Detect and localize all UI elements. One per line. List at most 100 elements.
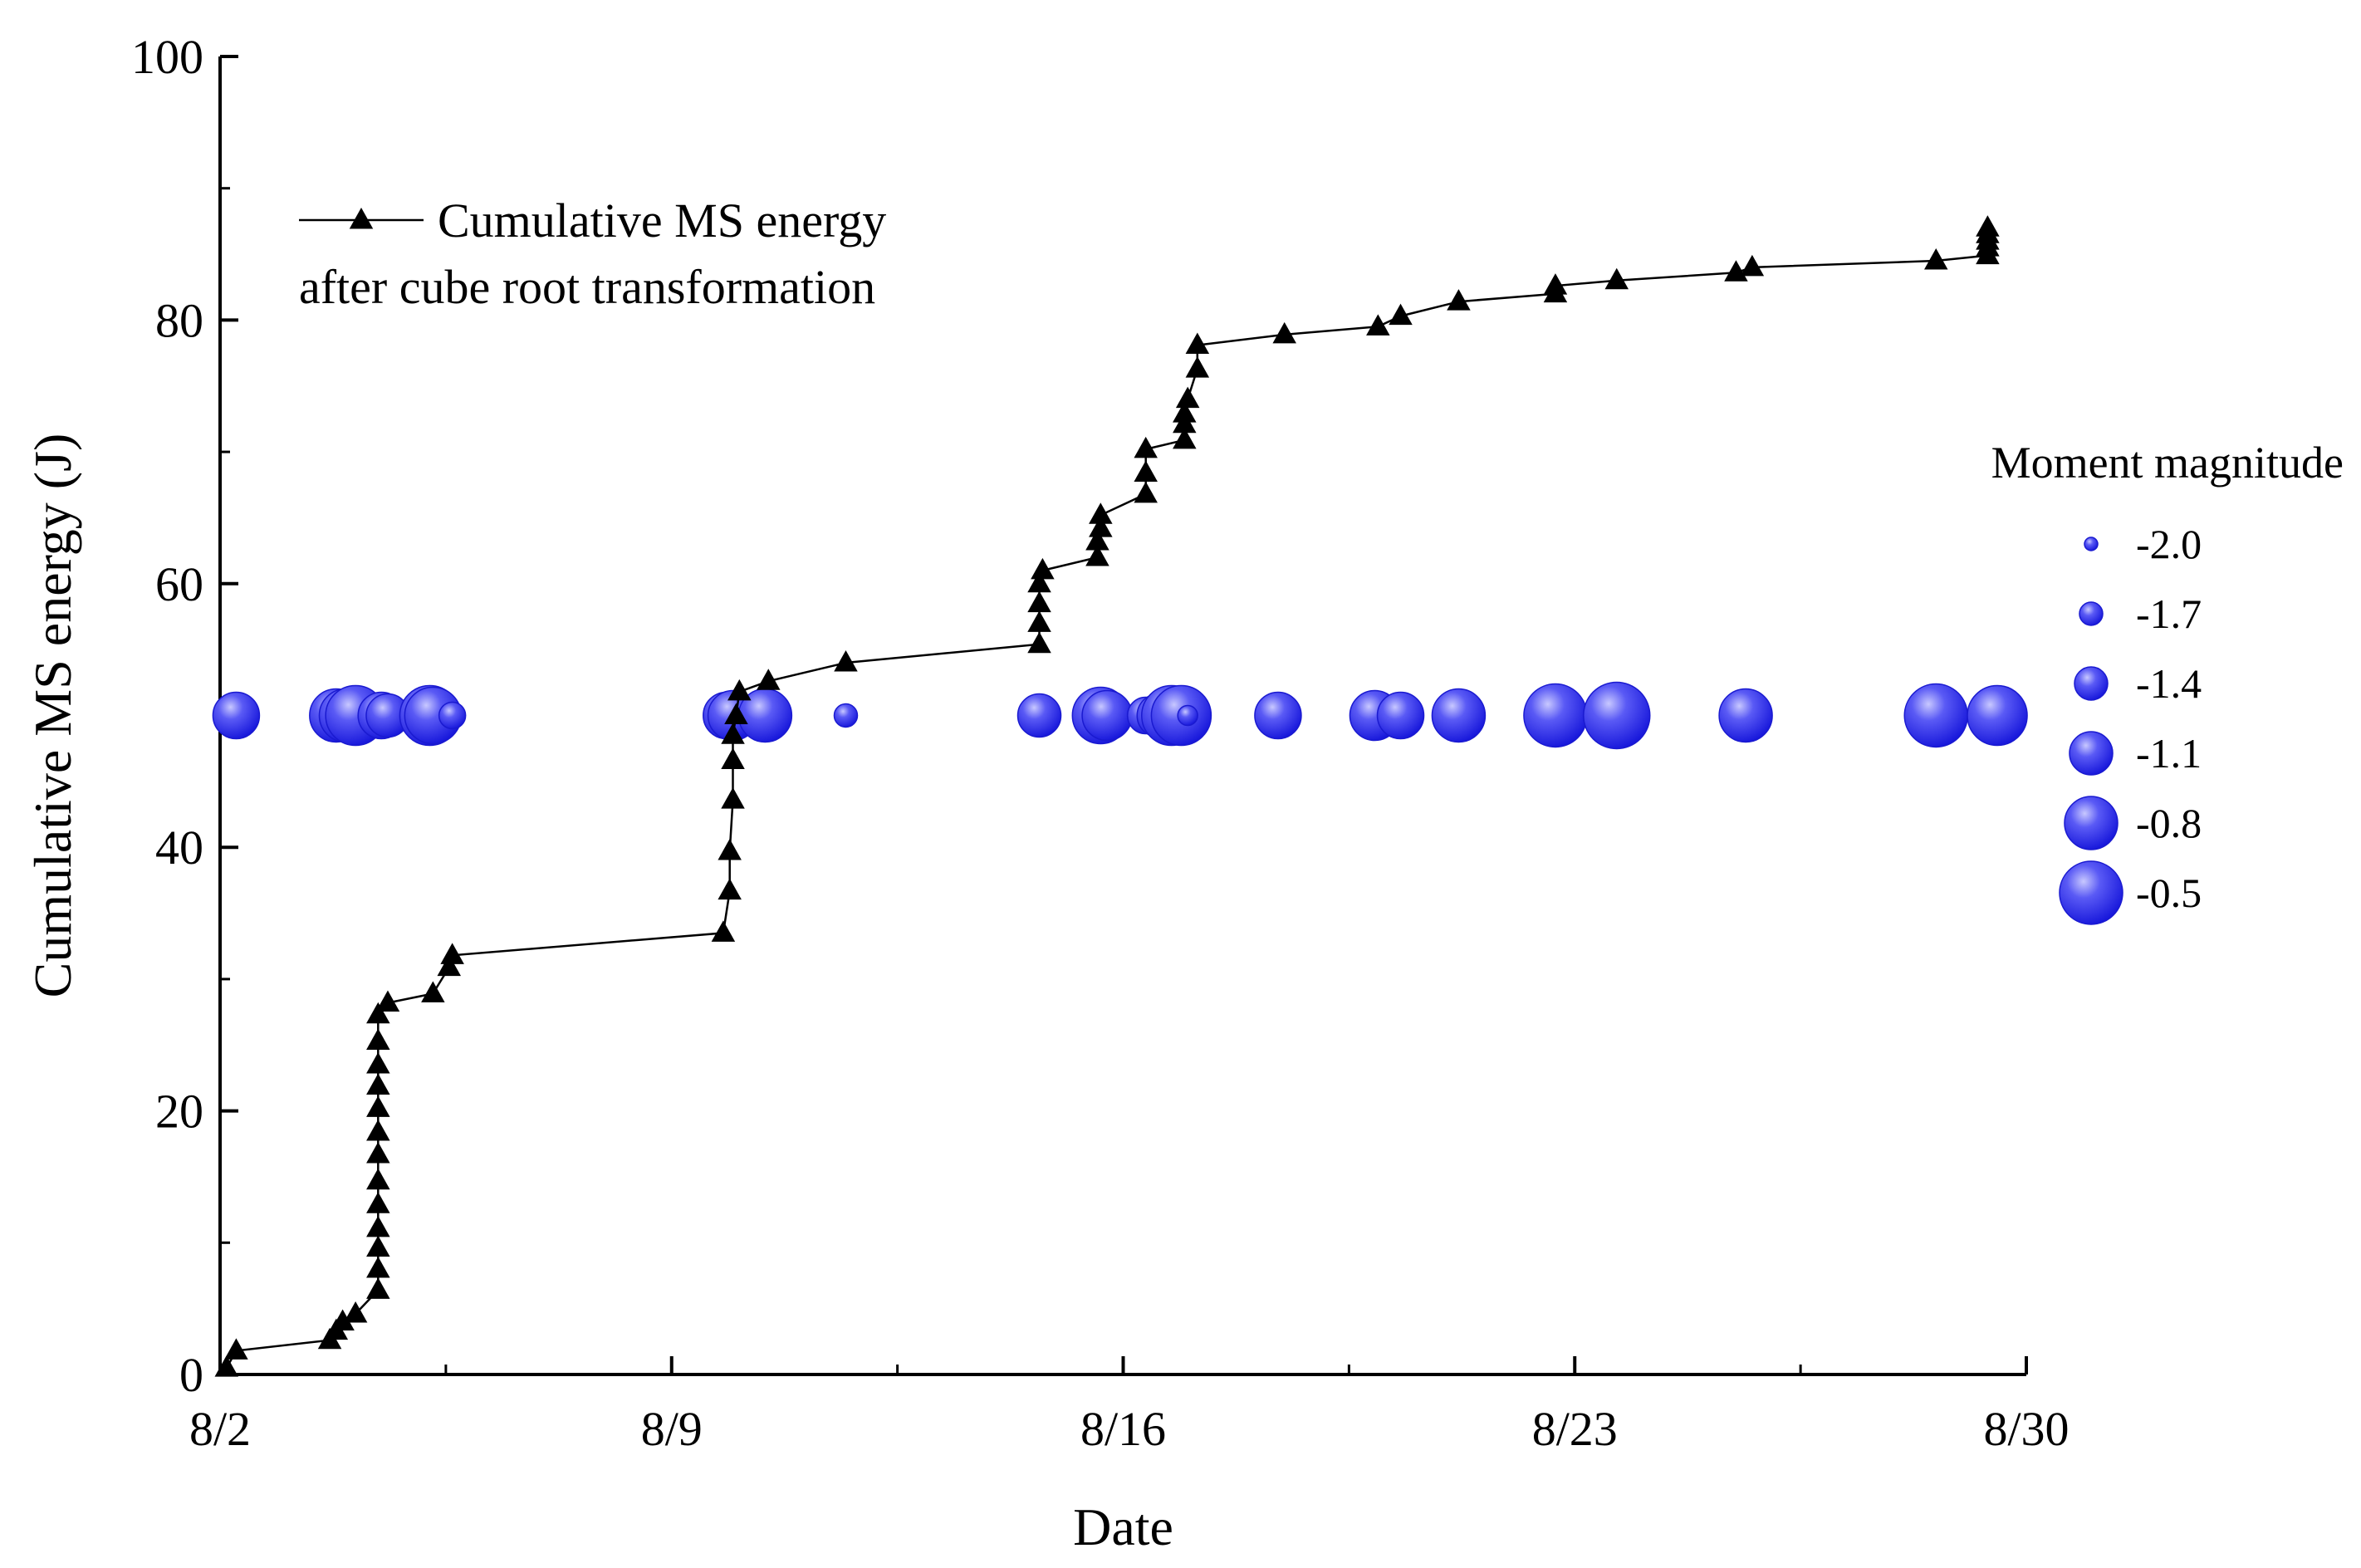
size-legend-bubble (2084, 537, 2099, 551)
triangle-marker (1134, 436, 1158, 458)
line-series (214, 215, 2000, 1377)
size-legend-bubble (2064, 796, 2119, 850)
triangle-marker (718, 838, 742, 860)
triangle-marker (366, 1257, 390, 1278)
size-legend-bubble (2059, 860, 2123, 925)
legend-label-line2: after cube root transformation (299, 260, 875, 314)
bubble-point (1903, 683, 1968, 748)
triangle-marker (1366, 314, 1390, 336)
size-legend-bubble (2074, 666, 2109, 701)
legend: Cumulative MS energy after cube root tran… (299, 194, 886, 314)
y-tick-label: 80 (155, 293, 203, 347)
triangle-marker (440, 943, 464, 964)
bubble-point (1376, 691, 1425, 740)
triangle-marker (1389, 303, 1413, 326)
x-tick-label: 8/9 (641, 1402, 703, 1456)
triangle-marker (1089, 516, 1113, 537)
triangle-marker (366, 1002, 390, 1024)
legend-label-line1: Cumulative MS energy (438, 194, 886, 247)
bubble-point (1718, 688, 1773, 743)
bubble-point (1523, 683, 1588, 748)
y-tick-label: 60 (155, 557, 203, 611)
triangle-marker (1185, 332, 1210, 355)
bubble-point (1431, 688, 1487, 743)
triangle-marker (1134, 460, 1158, 482)
triangle-marker (366, 1192, 390, 1213)
x-tick-label: 8/30 (1983, 1402, 2069, 1456)
bubble-point (833, 703, 859, 728)
triangle-marker (366, 1215, 390, 1237)
bubble-point (1081, 689, 1133, 742)
triangle-marker (366, 1028, 390, 1050)
triangle-marker (1027, 631, 1051, 654)
triangle-marker (1031, 557, 1055, 580)
y-tick-label: 40 (155, 821, 203, 875)
triangle-marker (214, 1355, 239, 1377)
triangle-marker (375, 990, 400, 1012)
bubble-point (212, 691, 261, 740)
size-legend-label: -0.8 (2136, 800, 2202, 846)
triangle-marker (1027, 610, 1051, 632)
triangle-marker (1089, 502, 1113, 524)
size-legend-title: Moment magnitude (1991, 438, 2344, 488)
size-legend-label: -1.4 (2136, 660, 2202, 707)
triangle-marker (721, 747, 745, 769)
triangle-marker (437, 954, 462, 977)
triangle-marker (343, 1301, 368, 1323)
triangle-marker (1543, 273, 1568, 295)
series-line (225, 228, 1989, 1369)
size-legend-bubble (2069, 731, 2114, 776)
triangle-marker (366, 1052, 390, 1074)
triangle-marker (331, 1309, 355, 1331)
triangle-marker (1173, 401, 1197, 423)
triangle-marker (1272, 321, 1296, 344)
triangle-marker (724, 703, 748, 724)
x-tick-label: 8/23 (1532, 1402, 1618, 1456)
triangle-marker (366, 1119, 390, 1141)
x-tick-label: 8/16 (1080, 1402, 1166, 1456)
axes-group: 0 20 40 60 80 100 8/2 8/9 8/16 8/23 8/30 Date Cumula… (23, 30, 2070, 1556)
triangle-marker (721, 723, 745, 744)
triangle-marker (366, 1277, 390, 1299)
size-legend: Moment magnitude -2.0 -1.7 -1.4 -1.1 -0.8 -0.5 (1991, 438, 2344, 925)
y-axis-title: Cumulative MS energy (J) (23, 434, 82, 998)
triangle-marker (721, 787, 745, 809)
bubble-point (438, 701, 467, 730)
triangle-marker (834, 650, 858, 672)
triangle-marker (366, 1168, 390, 1190)
triangle-marker (1085, 545, 1109, 566)
triangle-marker (1175, 386, 1200, 409)
triangle-marker (366, 1141, 390, 1164)
legend-triangle-marker (349, 208, 374, 229)
triangle-marker (1134, 481, 1158, 503)
x-tick-label: 8/2 (189, 1402, 251, 1456)
triangle-marker (366, 1073, 390, 1095)
bubble-point (1177, 704, 1198, 727)
y-tick-label: 0 (179, 1348, 203, 1402)
triangle-marker (1173, 427, 1197, 449)
triangle-marker (366, 1095, 390, 1117)
size-legend-label: -1.1 (2136, 730, 2202, 777)
size-legend-label: -2.0 (2136, 521, 2202, 567)
y-tick-label: 100 (131, 30, 203, 84)
y-tick-label: 20 (155, 1085, 203, 1139)
triangle-marker (757, 669, 781, 690)
triangle-marker (711, 920, 736, 942)
triangle-marker (1924, 247, 1948, 270)
bubble-point (1254, 691, 1302, 740)
triangle-marker (1740, 254, 1765, 277)
bubble-series (212, 681, 2028, 750)
x-axis-title: Date (1073, 1497, 1173, 1556)
size-legend-label: -1.7 (2136, 590, 2202, 637)
bubble-point (1967, 684, 2028, 747)
triangle-marker (1027, 590, 1051, 613)
size-legend-label: -0.5 (2136, 870, 2202, 916)
triangle-marker (1604, 267, 1629, 290)
triangle-marker (1027, 571, 1051, 593)
bubble-point (1582, 681, 1651, 750)
bubble-point (1016, 693, 1062, 738)
triangle-marker (1185, 356, 1210, 378)
triangle-marker (1447, 289, 1471, 311)
triangle-marker (1085, 529, 1109, 551)
